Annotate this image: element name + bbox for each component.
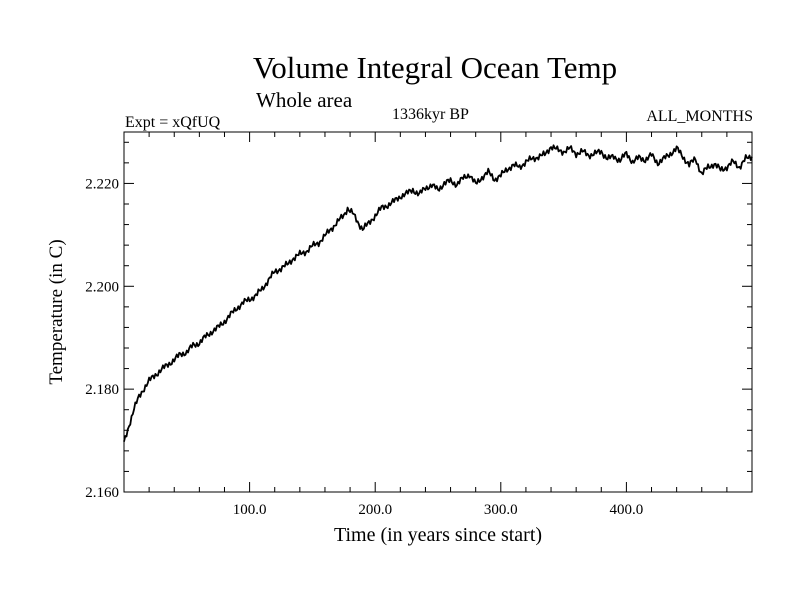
plot-frame	[123, 131, 753, 493]
y-tick-label: 2.160	[85, 485, 119, 501]
chart-subtitle: Whole area	[256, 88, 353, 112]
y-tick-label: 2.180	[85, 382, 119, 398]
series-layer	[123, 144, 753, 442]
experiment-label: Expt = xQfUQ	[125, 114, 221, 131]
chart-title: Volume Integral Ocean Temp	[252, 50, 618, 85]
y-axis-label: Temperature (in C)	[46, 239, 67, 384]
months-label: ALL_MONTHS	[646, 108, 753, 125]
y-tick-label: 2.200	[85, 279, 119, 295]
axis-ticks	[124, 132, 752, 492]
x-axis-label: Time (in years since start)	[334, 524, 542, 546]
period-label: 1336kyr BP	[392, 106, 469, 123]
x-tick-label: 400.0	[610, 502, 644, 518]
series-line	[123, 144, 753, 442]
x-tick-label: 100.0	[233, 502, 267, 518]
x-tick-label: 200.0	[358, 502, 392, 518]
y-tick-label: 2.220	[85, 176, 119, 192]
axis-tick-labels: 100.0 200.0 300.0 400.0 2.160 2.180 2.200 2.220	[85, 176, 643, 518]
x-tick-label: 300.0	[484, 502, 518, 518]
